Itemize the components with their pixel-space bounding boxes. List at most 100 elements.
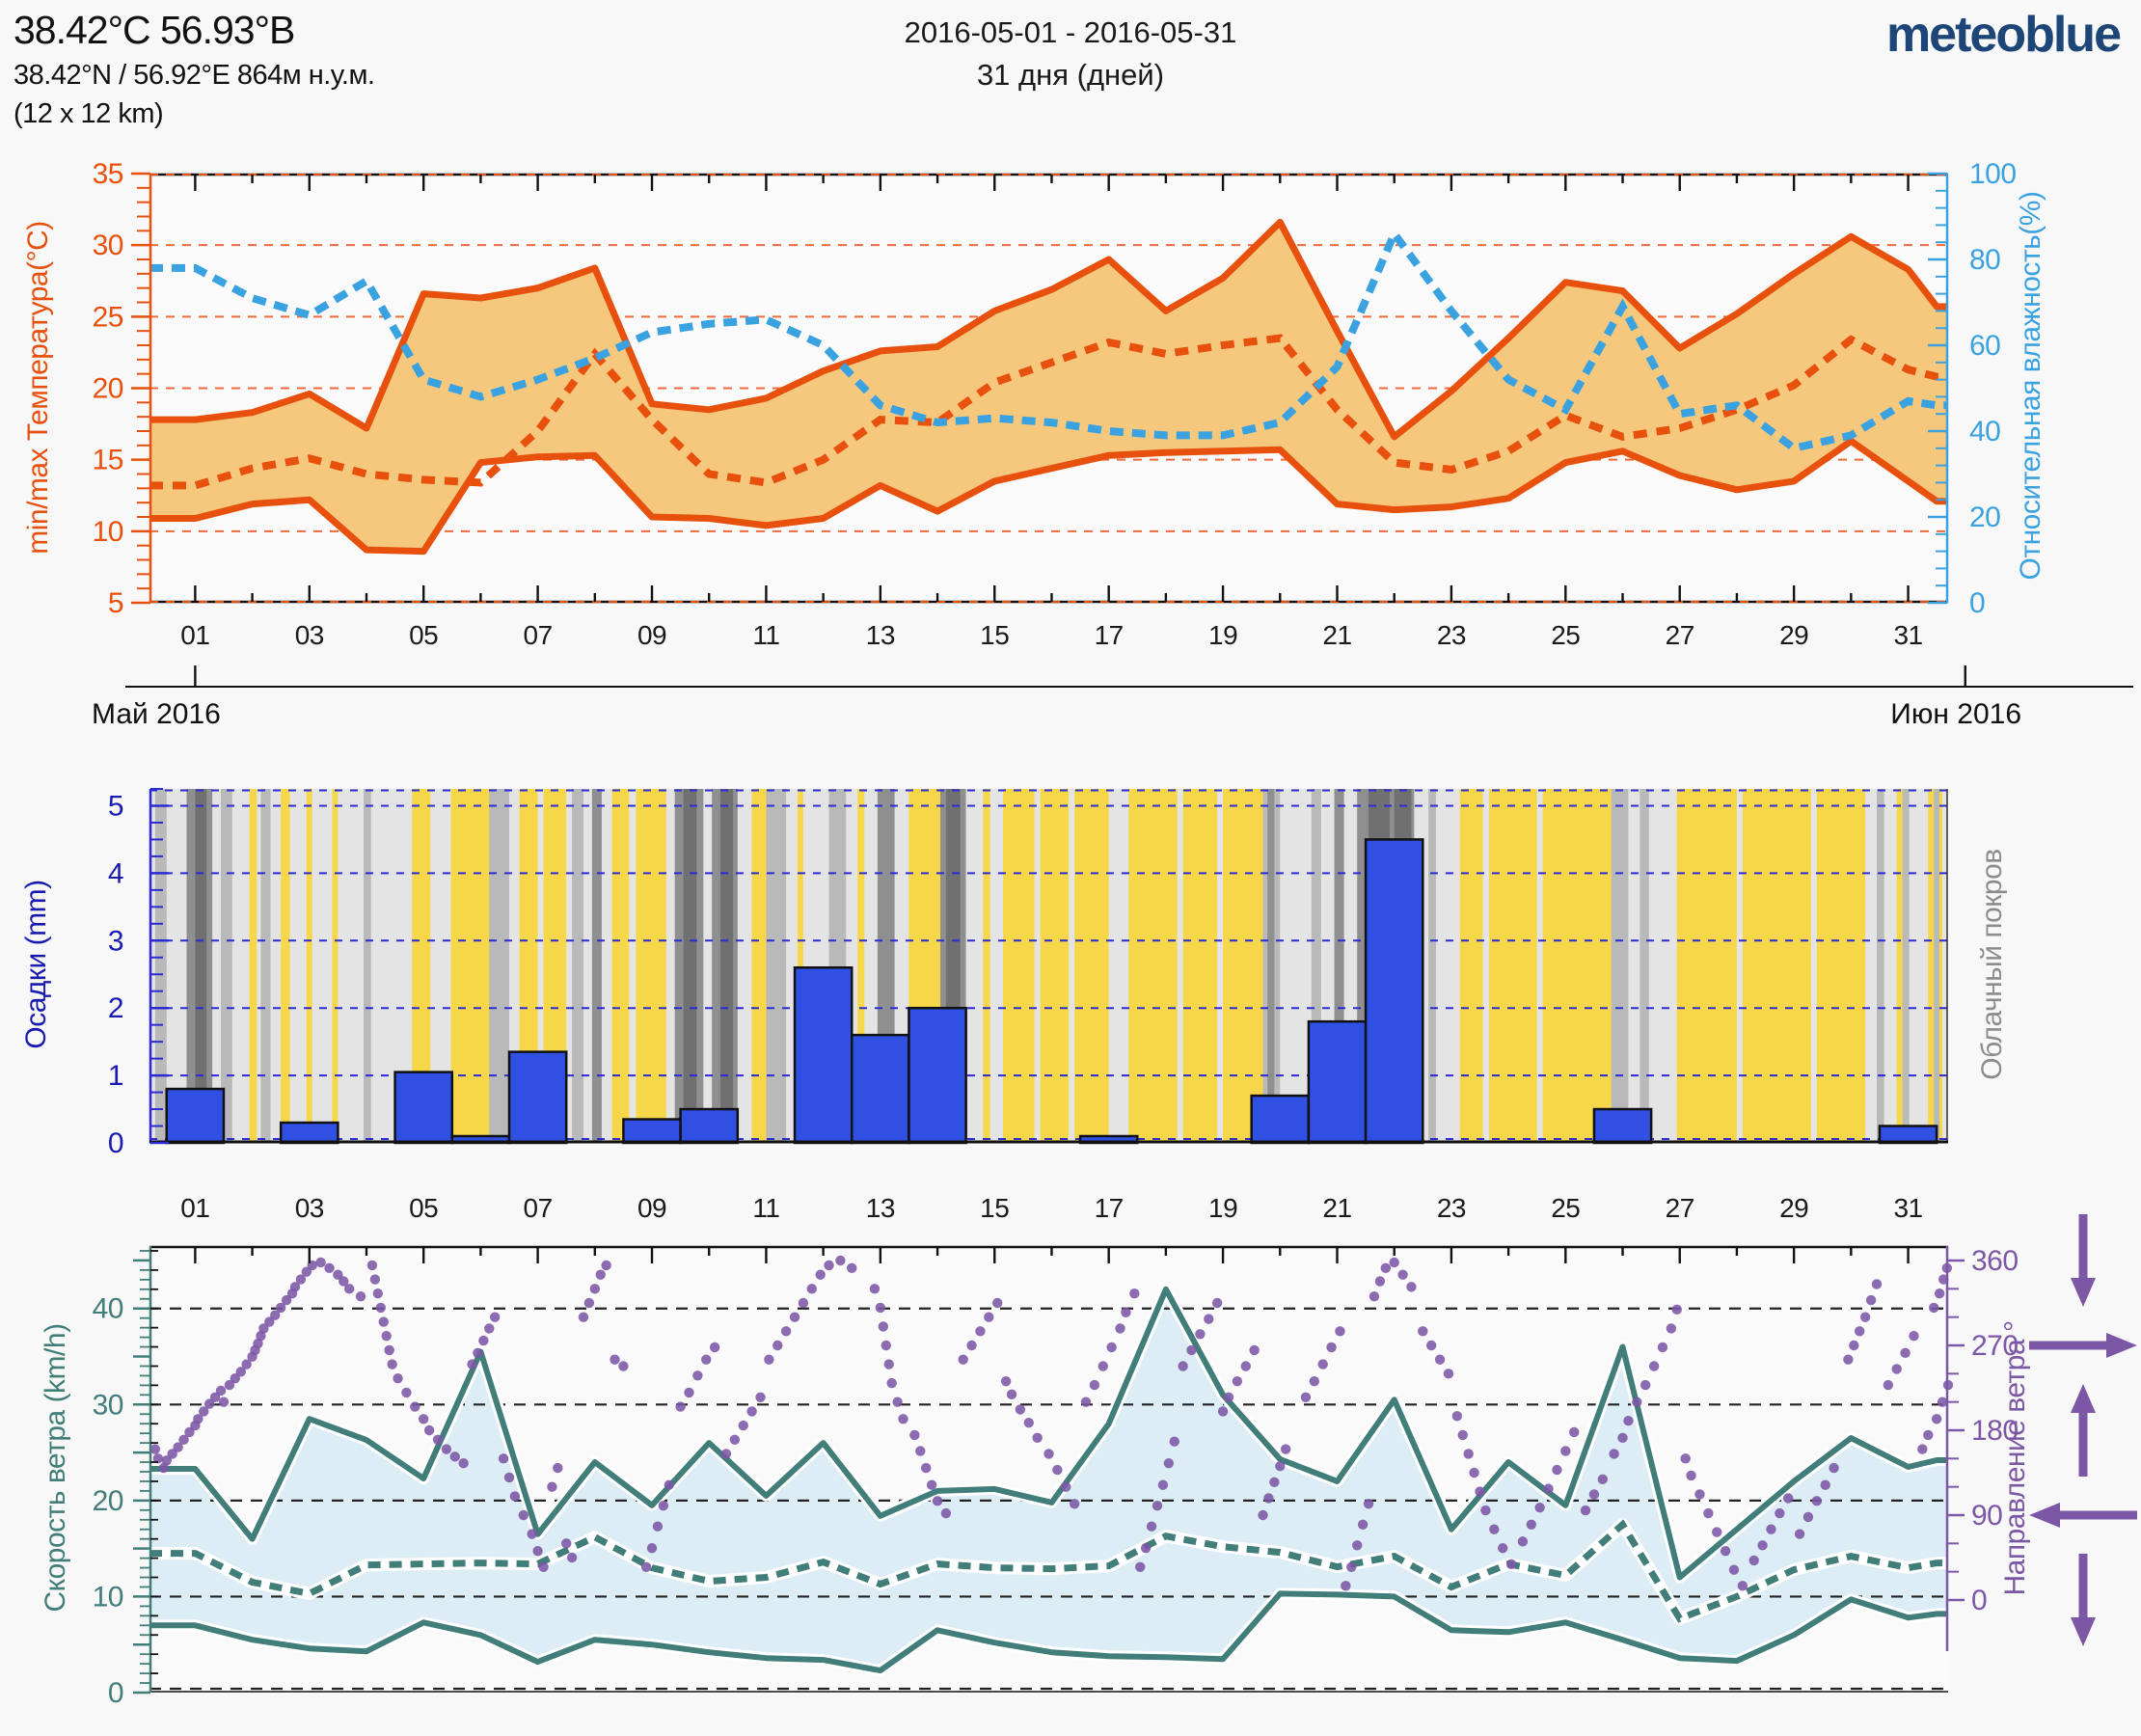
svg-text:40: 40	[93, 1293, 123, 1325]
precip-bar	[908, 1006, 967, 1145]
svg-text:01: 01	[180, 620, 209, 650]
date-range: 2016-05-01 - 2016-05-31	[904, 15, 1237, 49]
precip-bar	[1878, 1125, 1938, 1145]
cloud-stripes	[149, 789, 1948, 1143]
grid-resolution: (12 x 12 km)	[14, 98, 164, 129]
wind-direction-dots	[149, 1255, 1954, 1591]
location-title: 38.42°С 56.93°В	[14, 8, 295, 52]
svg-text:10: 10	[93, 1581, 123, 1613]
meteoblue-logo: meteoblue	[1885, 7, 2122, 63]
svg-text:01: 01	[180, 1193, 209, 1223]
wind-mean-line	[149, 1519, 1948, 1623]
svg-text:180: 180	[1971, 1415, 2019, 1447]
svg-text:23: 23	[1437, 620, 1466, 650]
svg-text:40: 40	[1969, 416, 2000, 448]
svg-text:27: 27	[1666, 1193, 1694, 1223]
period-days: 31 дня (дней)	[976, 58, 1165, 92]
svg-text:19: 19	[1208, 1193, 1237, 1223]
svg-text:09: 09	[637, 620, 666, 650]
svg-text:09: 09	[637, 1193, 666, 1223]
precip-bar	[165, 1087, 226, 1145]
svg-text:05: 05	[409, 1193, 438, 1223]
svg-text:11: 11	[752, 620, 779, 650]
wind-max-line	[149, 1286, 1948, 1581]
svg-text:15: 15	[93, 445, 123, 476]
precip-bar	[279, 1121, 339, 1145]
svg-text:27: 27	[1666, 620, 1694, 650]
svg-text:20: 20	[93, 373, 123, 405]
svg-text:30: 30	[93, 230, 123, 261]
precip-bar	[793, 965, 854, 1145]
svg-text:25: 25	[1551, 1193, 1580, 1223]
location-coordinates: 38.42°N / 56.92°E 864м н.у.м.	[14, 60, 375, 91]
svg-text:0: 0	[108, 1677, 123, 1709]
temperature-axis-ticks: 5 10 15 20 25 30 35	[93, 158, 150, 619]
svg-text:100: 100	[1969, 158, 2017, 190]
svg-text:29: 29	[1779, 620, 1808, 650]
humidity-axis-ticks: 0 20 40 60 80 100	[1928, 158, 2017, 619]
svg-text:0: 0	[108, 1127, 123, 1159]
precip-bar	[1250, 1094, 1311, 1145]
direction-arrows	[2029, 1214, 2137, 1646]
svg-text:20: 20	[93, 1485, 123, 1517]
svg-text:35: 35	[93, 158, 123, 190]
wind-band	[149, 1288, 1948, 1671]
humidity-line	[149, 226, 1948, 453]
svg-text:03: 03	[295, 1193, 324, 1223]
svg-text:5: 5	[108, 587, 123, 619]
precip-bar	[850, 1033, 910, 1145]
svg-text:90: 90	[1971, 1500, 2002, 1532]
svg-text:0: 0	[1971, 1585, 1987, 1616]
precipitation-axis-ticks: 0 1 2 3 4 5	[108, 788, 169, 1159]
svg-text:17: 17	[1095, 620, 1124, 650]
svg-text:1: 1	[108, 1060, 123, 1092]
svg-text:5: 5	[108, 790, 123, 822]
day-labels-row1: 01 03 05 07 09 11 13 15 17 19 21 23 25 27 29 31	[180, 620, 1923, 650]
svg-text:30: 30	[93, 1389, 123, 1421]
day-labels-row2: 01 03 05 07 09 11 13 15 17 19 21 23 25 27 29 31	[180, 1193, 1923, 1223]
svg-text:20: 20	[1969, 502, 2000, 533]
svg-text:29: 29	[1779, 1193, 1808, 1223]
svg-text:21: 21	[1322, 1193, 1351, 1223]
svg-text:360: 360	[1971, 1245, 2019, 1277]
svg-text:13: 13	[866, 1193, 895, 1223]
precip-bar	[1307, 1019, 1368, 1145]
svg-text:21: 21	[1322, 620, 1351, 650]
direction-axis-ticks: 0 90 180 270 360	[1947, 1245, 2019, 1616]
precipitation-bars	[165, 838, 1938, 1145]
svg-text:11: 11	[752, 1193, 779, 1223]
svg-text:03: 03	[295, 620, 324, 650]
svg-text:3: 3	[108, 925, 123, 957]
svg-text:0: 0	[1969, 587, 1985, 619]
precip-bar	[1364, 838, 1424, 1145]
temp-mean-line	[149, 334, 1948, 490]
wind-min-line	[149, 1590, 1948, 1674]
svg-text:4: 4	[108, 857, 123, 889]
svg-text:31: 31	[1893, 1193, 1922, 1223]
svg-text:23: 23	[1437, 1193, 1466, 1223]
month-label-start: Май 2016	[92, 698, 221, 730]
wind-chart: 0 10 20 30 40 0 90 180 270 360	[93, 1214, 2137, 1709]
svg-text:07: 07	[524, 620, 553, 650]
svg-text:13: 13	[866, 620, 895, 650]
svg-text:10: 10	[93, 516, 123, 548]
svg-text:270: 270	[1971, 1330, 2019, 1362]
svg-text:60: 60	[1969, 330, 2000, 362]
svg-text:2: 2	[108, 992, 123, 1024]
precip-bar	[393, 1071, 454, 1145]
svg-text:07: 07	[524, 1193, 553, 1223]
precip-bar	[679, 1107, 740, 1145]
svg-text:25: 25	[93, 301, 123, 333]
svg-text:19: 19	[1208, 620, 1237, 650]
month-axis	[125, 665, 2133, 688]
temperature-humidity-chart: 5 10 15 20 25 30 35 0 20 40 60 80 100 01 03 05 07 09 11 13 1…	[93, 158, 2133, 688]
month-label-end: Июн 2016	[1890, 698, 2021, 730]
temperature-band	[149, 222, 1948, 552]
svg-text:17: 17	[1095, 1193, 1124, 1223]
wind-axis-ticks: 0 10 20 30 40	[93, 1250, 158, 1709]
svg-text:15: 15	[980, 620, 1009, 650]
precip-bar	[622, 1118, 682, 1145]
